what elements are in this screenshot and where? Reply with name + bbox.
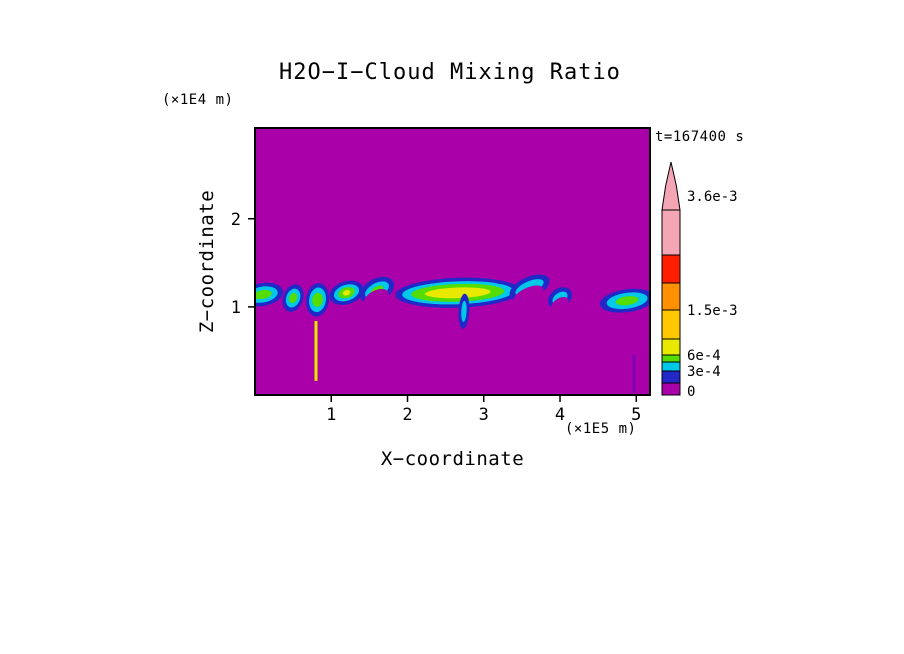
colorbar-segment	[661, 361, 681, 372]
cloud-contour-level	[615, 296, 639, 306]
colorbar-tick-label: 6e-4	[687, 348, 721, 364]
colorbar-segment	[661, 309, 681, 340]
x-tick-label: 1	[326, 405, 336, 425]
colorbar-tick-label: 1.5e-3	[687, 303, 738, 319]
cloud-blob	[599, 288, 650, 313]
colorbar-tick-label: 0	[687, 384, 695, 400]
cloud-blob	[305, 283, 330, 317]
cloud-blob	[282, 284, 304, 312]
cloud-blob	[329, 280, 364, 305]
cloud-contour-level	[312, 292, 323, 307]
colorbar-segment	[661, 209, 681, 256]
y-axis-unit-label: (×1E4 m)	[162, 92, 234, 108]
colorbar-segment	[661, 282, 681, 311]
cloud-blob	[548, 287, 573, 313]
colorbar-tick-label: 3.6e-3	[687, 189, 738, 205]
x-tick-label: 2	[402, 405, 412, 425]
y-tick-label: 2	[231, 210, 241, 230]
cloud-blob	[395, 277, 521, 308]
colorbar-overflow-arrow	[661, 161, 681, 211]
cloud-blob	[359, 276, 395, 309]
cloud-contour-level	[342, 290, 351, 296]
plot-background-field	[255, 128, 650, 395]
cloud-contour-level	[425, 287, 491, 299]
cloud-crescent-cut	[551, 296, 569, 313]
clouds-layer	[255, 274, 650, 394]
x-tick-label: 4	[555, 405, 565, 425]
plot-frame	[254, 127, 651, 396]
colorbar-segment	[661, 354, 681, 363]
x-axis-title: X−coordinate	[380, 448, 525, 470]
cloud-contour-level	[255, 289, 272, 300]
time-annotation: t=167400 s	[655, 129, 745, 145]
x-tick-label: 3	[479, 405, 489, 425]
cloud-contour-level	[289, 292, 298, 304]
colorbar-segment	[661, 370, 681, 384]
cloud-crescent-cut	[513, 285, 544, 304]
cloud-contour-level	[461, 300, 467, 322]
cloud-crescent-cut	[363, 288, 389, 309]
colorbar-segment	[661, 382, 681, 396]
y-tick-label: 1	[231, 298, 241, 318]
chart-title: H2O−I−Cloud Mixing Ratio	[279, 60, 621, 85]
x-tick-label: 5	[631, 405, 641, 425]
colorbar-segment	[661, 254, 681, 284]
cloud-blob	[458, 293, 470, 329]
colorbar-tick-label: 3e-4	[687, 364, 721, 380]
x-axis-unit-label: (×1E5 m)	[565, 421, 637, 437]
cloud-blob	[509, 274, 550, 304]
colorbar-segment	[661, 338, 681, 356]
